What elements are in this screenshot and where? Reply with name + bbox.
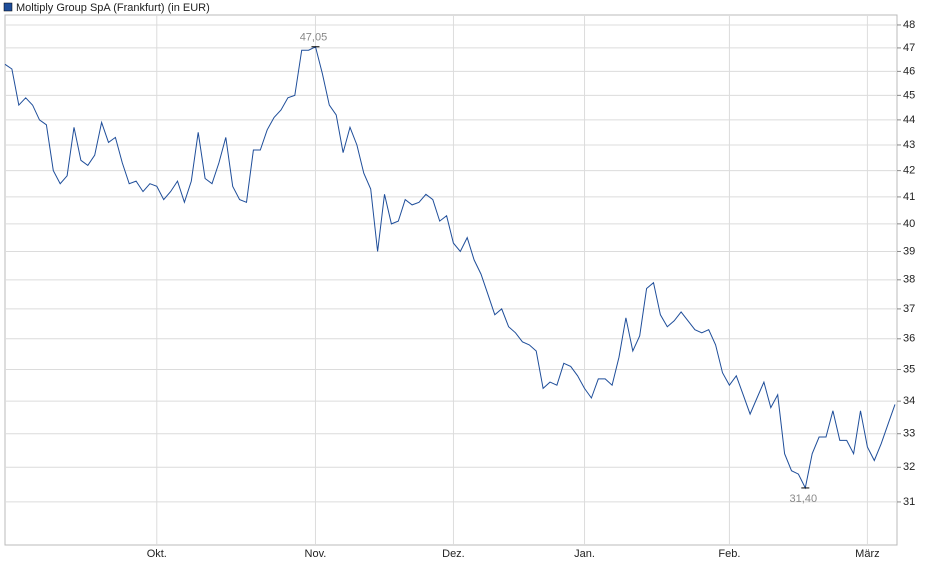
x-tick-label: Dez. [442,548,465,560]
y-tick-label: 34 [903,395,915,407]
y-tick-label: 37 [903,303,915,315]
y-tick-label: 41 [903,191,915,203]
legend-label: Moltiply Group SpA (Frankfurt) (in EUR) [16,2,210,14]
y-tick-label: 32 [903,461,915,473]
y-tick-label: 42 [903,165,915,177]
line [4,46,896,490]
y-tick-label: 48 [903,19,915,31]
y-tick-label: 39 [903,245,915,257]
y-tick-label: 46 [903,65,915,77]
legend-swatch [3,2,13,12]
y-tick-label: 31 [903,496,915,508]
y-tick-label: 36 [903,333,915,345]
x-tick-label: März [855,548,879,560]
y-tick-label: 40 [903,218,915,230]
x-tick-label: Nov. [305,548,327,560]
value-label: 31,40 [790,493,818,505]
y-tick-label: 43 [903,139,915,151]
y-tick-label: 35 [903,363,915,375]
x-tick-label: Jan. [574,548,595,560]
y-tick-label: 33 [903,428,915,440]
value-label: 47,05 [300,32,328,44]
x-tick-label: Okt. [147,548,167,560]
y-tick-label: 45 [903,89,915,101]
x-tick-label: Feb. [718,548,740,560]
y-tick-label: 47 [903,42,915,54]
y-tick-label: 44 [903,114,915,126]
y-tick-label: 38 [903,274,915,286]
